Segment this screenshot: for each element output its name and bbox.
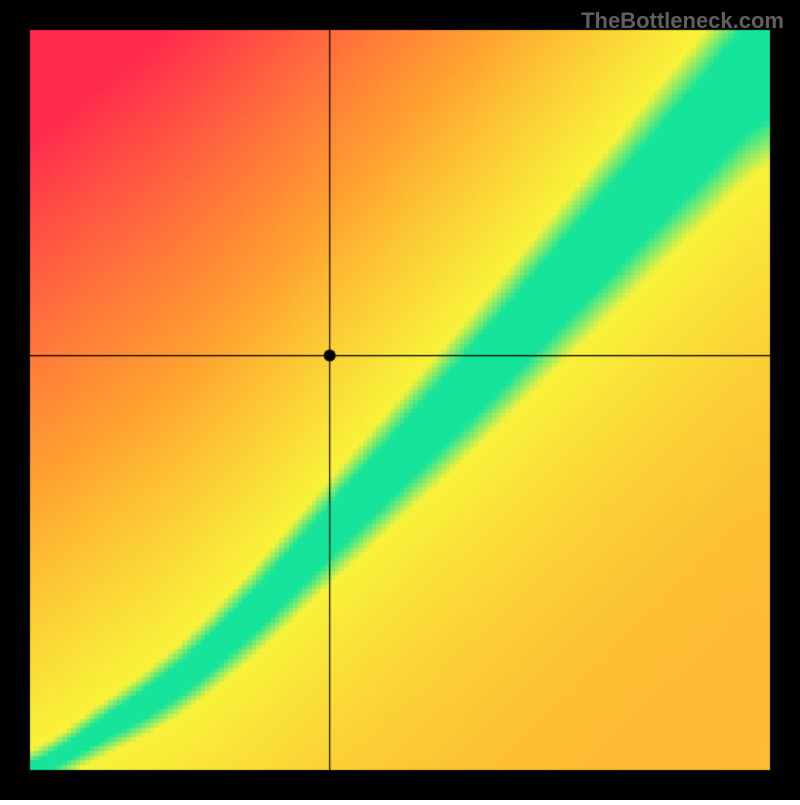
heatmap-canvas bbox=[0, 0, 800, 800]
attribution-label: TheBottleneck.com bbox=[581, 8, 784, 34]
bottleneck-heatmap: TheBottleneck.com bbox=[0, 0, 800, 800]
